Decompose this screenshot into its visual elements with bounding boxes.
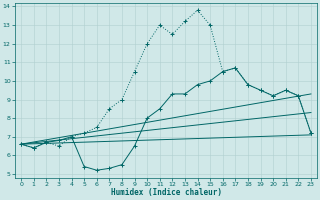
X-axis label: Humidex (Indice chaleur): Humidex (Indice chaleur) — [110, 188, 221, 197]
